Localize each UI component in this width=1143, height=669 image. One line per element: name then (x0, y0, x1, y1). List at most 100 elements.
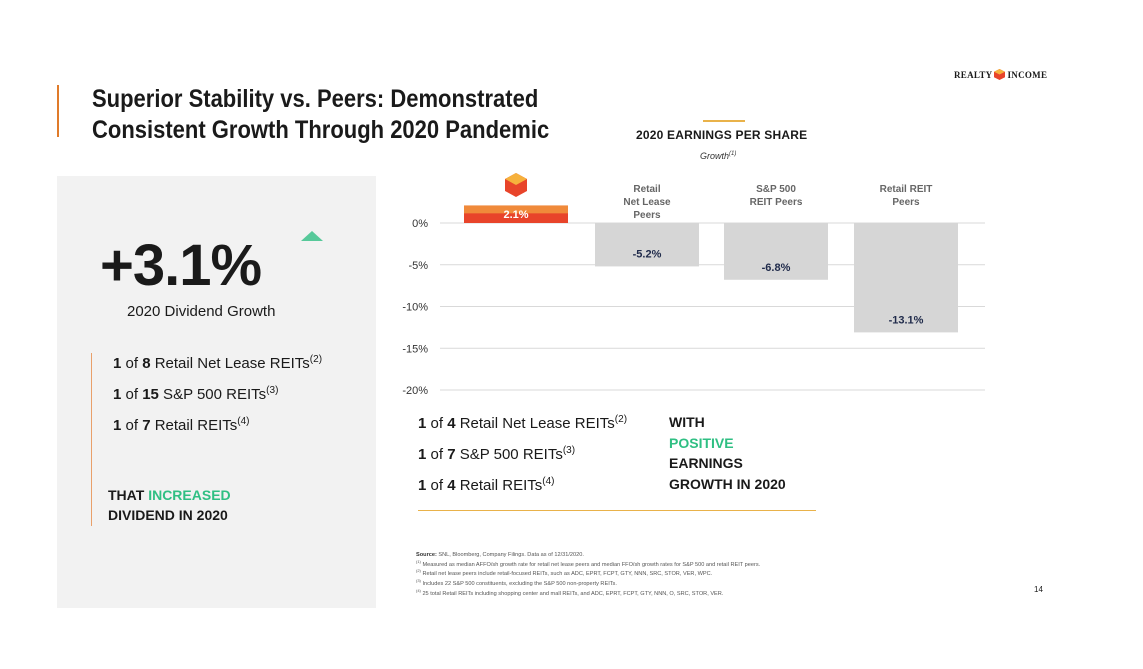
y-tick-label: 0% (412, 218, 428, 230)
source-label: Source: (416, 552, 437, 558)
stat-label: Retail Net Lease REITs (455, 415, 615, 432)
footnote-line: (1) Measured as median AFFO/sh growth ra… (416, 559, 760, 569)
stat-label: S&P 500 REITs (158, 386, 267, 403)
slide-title-line-2: Consistent Growth Through 2020 Pandemic (92, 116, 550, 144)
stat-prefix: 1 (113, 386, 122, 403)
category-label: Peers (633, 210, 661, 221)
bar-highlight-top (464, 205, 568, 214)
panel-divider-line (91, 353, 92, 526)
realty-income-logo-icon (994, 69, 1006, 80)
footnote-num: (1) (416, 558, 421, 564)
stat-of: of (426, 477, 448, 494)
stat-of: of (426, 446, 448, 463)
stat-label: Retail REITs (455, 477, 543, 494)
stat-count: 8 (142, 355, 151, 372)
slide-title: Superior Stability vs. Peers: Demonstrat… (92, 84, 550, 146)
chart-subtitle-text: Growth (700, 151, 730, 161)
bar-data-label: 2.1% (503, 209, 528, 221)
earnings-stat-row: 1 of 4 Retail REITs(4) (418, 476, 627, 507)
tagline-pre: THAT (108, 487, 149, 503)
stat-prefix: 1 (113, 417, 122, 434)
footnote-num: (4) (416, 587, 421, 593)
y-tick-label: -20% (402, 385, 428, 397)
stat-of: of (121, 355, 143, 372)
footnote-line: (2) Retail net lease peers include retai… (416, 568, 760, 578)
footnote-text: Retail net lease peers include retail-fo… (420, 571, 713, 578)
stat-prefix: 1 (113, 355, 122, 372)
stat-count: 4 (447, 415, 456, 432)
category-label: Retail (633, 184, 660, 195)
dividend-growth-value: +3.1% (100, 233, 262, 298)
stat-count: 15 (142, 386, 159, 403)
stat-footnote-ref: (4) (237, 416, 250, 427)
chart-title: 2020 EARNINGS PER SHARE (636, 128, 808, 142)
dividend-growth-panel (57, 176, 376, 608)
chart-title-rule (703, 120, 745, 122)
slide-title-line-1: Superior Stability vs. Peers: Demonstrat… (92, 85, 539, 113)
footnote-source: Source: SNL, Bloomberg, Company Filings.… (416, 552, 760, 559)
dividend-stat-list: 1 of 8 Retail Net Lease REITs(2) 1 of 15… (113, 354, 322, 447)
up-triangle-icon (301, 231, 323, 241)
tagline-positive: POSITIVE (669, 434, 734, 451)
logo-text-right: INCOME (1007, 69, 1048, 80)
bar-data-label: -13.1% (889, 314, 924, 326)
footnote-line: (4) 25 total Retail REITs including shop… (416, 588, 760, 598)
category-label: S&P 500 (756, 184, 796, 195)
stat-footnote-ref: (3) (562, 445, 576, 456)
eps-growth-chart: 0% -5% -10% -15% -20% 2.1% -5.2% Retail Net Leas… (402, 173, 985, 397)
tagline-post: DIVIDEND IN 2020 (108, 507, 228, 523)
tagline-highlight: INCREASED (148, 487, 231, 503)
bar-data-label: -5.2% (633, 248, 662, 260)
dividend-growth-caption: 2020 Dividend Growth (127, 303, 276, 320)
chart-subtitle-note: (1) (729, 151, 737, 157)
footnotes: Source: SNL, Bloomberg, Company Filings.… (416, 552, 760, 597)
footnote-num: (3) (416, 578, 421, 584)
stat-footnote-ref: (2) (309, 354, 323, 365)
page-number: 14 (1034, 585, 1043, 594)
stat-footnote-ref: (2) (614, 414, 628, 425)
tagline-with: WITH (669, 414, 705, 430)
footnote-text: Includes 22 S&P 500 constituents, exclud… (420, 580, 617, 587)
bar-data-label: -6.8% (762, 262, 791, 274)
earnings-stat-row: 1 of 7 S&P 500 REITs(3) (418, 445, 627, 476)
stat-label: Retail REITs (150, 417, 238, 434)
source-text: SNL, Bloomberg, Company Filings. Data as… (436, 552, 584, 558)
y-tick-label: -5% (408, 260, 428, 272)
stat-label: Retail Net Lease REITs (150, 355, 310, 372)
realty-income-logo-icon-top (505, 173, 527, 185)
tagline-earnings: EARNINGS (669, 455, 743, 471)
stat-count: 7 (142, 417, 151, 434)
bar (595, 223, 699, 267)
stat-count: 7 (447, 446, 456, 463)
footnote-line: (3) Includes 22 S&P 500 constituents, ex… (416, 578, 760, 588)
y-tick-label: -15% (402, 343, 428, 355)
chart-subtitle: Growth(1) (700, 151, 736, 161)
stat-footnote-ref: (4) (542, 476, 555, 487)
dividend-stat-row: 1 of 8 Retail Net Lease REITs(2) (113, 354, 322, 385)
bar (854, 223, 958, 333)
earnings-stat-row: 1 of 4 Retail Net Lease REITs(2) (418, 414, 627, 445)
stat-prefix: 1 (418, 477, 427, 494)
bar (724, 223, 828, 280)
stat-footnote-ref: (3) (266, 385, 279, 396)
stat-prefix: 1 (418, 446, 427, 463)
stat-of: of (121, 417, 143, 434)
y-tick-label: -10% (402, 302, 428, 314)
category-label: REIT Peers (750, 197, 803, 208)
earnings-tagline: WITH POSITIVE EARNINGS GROWTH IN 2020 (669, 412, 786, 494)
dividend-tagline: THAT INCREASED DIVIDEND IN 2020 (108, 485, 231, 525)
earnings-stat-list: 1 of 4 Retail Net Lease REITs(2) 1 of 7 … (418, 414, 627, 507)
category-label: Peers (892, 197, 920, 208)
realty-income-logo: REALTY INCOME (954, 69, 1047, 80)
stat-of: of (426, 415, 448, 432)
bottom-rule (418, 510, 816, 511)
tagline-growth: GROWTH IN 2020 (669, 475, 786, 492)
logo-text-left: REALTY (954, 69, 993, 80)
footnote-text: 25 total Retail REITs including shopping… (420, 590, 724, 597)
category-label: Net Lease (623, 197, 671, 208)
footnote-text: Measured as median AFFO/sh growth rate f… (420, 561, 761, 568)
stat-label: S&P 500 REITs (455, 446, 563, 463)
title-accent-bar (57, 85, 59, 137)
dividend-stat-row: 1 of 15 S&P 500 REITs(3) (113, 385, 322, 416)
dividend-stat-row: 1 of 7 Retail REITs(4) (113, 416, 322, 447)
